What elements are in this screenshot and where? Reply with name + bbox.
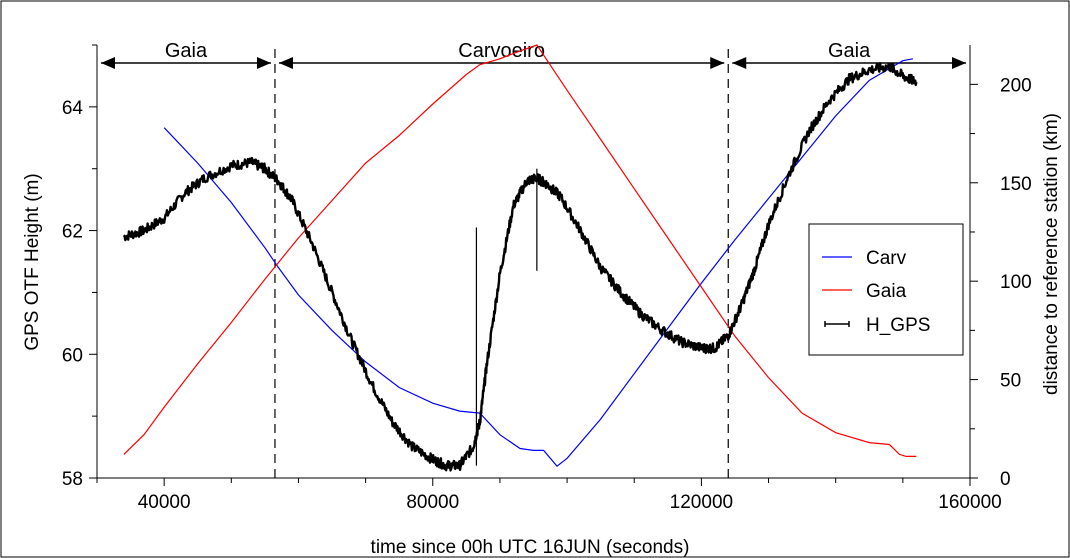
y-left-tick-label: 64 [62,98,84,119]
y-left-tick-label: 60 [62,345,83,366]
y-axis-left-title: GPS OTF Height (m) [22,173,43,350]
x-tick-label: 120000 [670,492,733,513]
legend: Carv Gaia H_GPS [809,224,963,355]
y-right-tick-label: 200 [1000,75,1032,96]
y-left-tick-label: 62 [62,222,83,243]
y-left-tick-label: 58 [62,469,83,490]
series-line-carv [164,59,913,466]
series-line-gaia [124,45,916,456]
region-arrow-head-right [952,57,966,69]
region-label: Gaia [165,40,208,62]
y-right-tick-label: 0 [1000,469,1011,490]
region-arrow-head-right [710,57,724,69]
region-arrow-head-right [257,57,271,69]
legend-label-hgps: H_GPS [866,315,930,336]
region-arrow-head-left [101,57,115,69]
y-right-tick-label: 50 [1000,371,1021,392]
x-tick-label: 160000 [938,492,1001,513]
series-line-h_gps [124,63,916,470]
x-axis-title: time since 00h UTC 16JUN (seconds) [371,537,690,558]
y-axis-right-title: distance to reference station (km) [1041,113,1062,395]
legend-label-gaia: Gaia [866,281,907,302]
region-arrow-head-left [279,57,293,69]
region-label: Gaia [828,40,871,62]
y-right-tick-label: 100 [1000,272,1032,293]
x-tick-label: 40000 [138,492,191,513]
legend-label-carv: Carv [866,248,907,269]
region-arrow-head-left [732,57,746,69]
y-right-tick-label: 150 [1000,174,1032,195]
x-tick-label: 80000 [406,492,459,513]
